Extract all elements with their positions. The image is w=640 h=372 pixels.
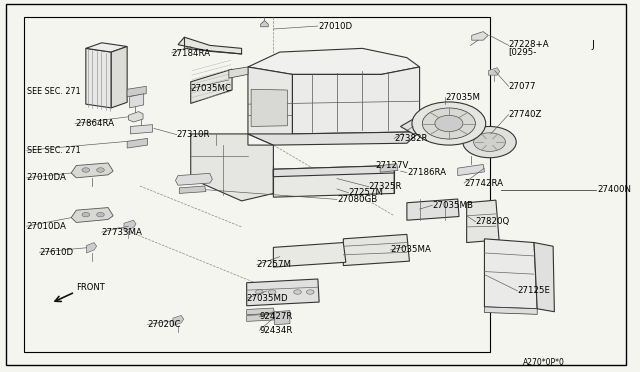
Text: 27035MD: 27035MD — [246, 294, 288, 303]
Polygon shape — [179, 186, 206, 193]
Polygon shape — [191, 134, 273, 201]
Polygon shape — [401, 115, 458, 134]
Text: 27035MA: 27035MA — [390, 246, 431, 254]
Text: 27610D: 27610D — [40, 248, 74, 257]
Polygon shape — [124, 220, 136, 231]
Polygon shape — [86, 243, 97, 253]
Text: 27820Q: 27820Q — [476, 217, 510, 226]
Polygon shape — [71, 163, 113, 178]
Polygon shape — [343, 234, 410, 266]
Text: 27325R: 27325R — [369, 182, 403, 191]
Polygon shape — [248, 48, 420, 74]
Text: 27010DA: 27010DA — [27, 173, 67, 182]
Text: 92427R: 92427R — [259, 312, 292, 321]
Text: A270*0P*0: A270*0P*0 — [523, 358, 564, 367]
Circle shape — [82, 212, 90, 217]
Polygon shape — [484, 239, 537, 309]
Polygon shape — [488, 68, 500, 75]
Text: 27035M: 27035M — [445, 93, 480, 102]
Circle shape — [435, 115, 463, 132]
Text: 27310R: 27310R — [177, 130, 211, 139]
Polygon shape — [248, 67, 292, 145]
Circle shape — [268, 290, 276, 294]
Circle shape — [412, 102, 486, 145]
Circle shape — [255, 290, 263, 294]
Polygon shape — [251, 89, 287, 126]
Polygon shape — [484, 307, 537, 314]
Polygon shape — [260, 20, 268, 27]
Text: 27740Z: 27740Z — [509, 110, 542, 119]
Circle shape — [463, 126, 516, 158]
Text: 27382R: 27382R — [394, 134, 428, 143]
Text: [0295-: [0295- — [509, 47, 537, 56]
Circle shape — [294, 290, 301, 294]
Polygon shape — [292, 67, 420, 134]
Polygon shape — [191, 69, 232, 103]
Polygon shape — [467, 200, 499, 243]
Text: 27080GB: 27080GB — [337, 195, 377, 204]
Polygon shape — [246, 308, 275, 315]
Polygon shape — [111, 46, 127, 108]
Text: SEE SEC. 271: SEE SEC. 271 — [27, 87, 81, 96]
Polygon shape — [248, 132, 420, 145]
Text: 27864RA: 27864RA — [75, 119, 114, 128]
Polygon shape — [273, 166, 394, 197]
Circle shape — [97, 168, 104, 172]
Polygon shape — [275, 311, 290, 325]
Text: 92434R: 92434R — [259, 326, 292, 335]
Polygon shape — [131, 125, 152, 134]
Polygon shape — [534, 243, 554, 312]
Circle shape — [307, 290, 314, 294]
Text: J: J — [591, 40, 594, 49]
Text: FRONT: FRONT — [76, 283, 105, 292]
Polygon shape — [173, 315, 184, 326]
Circle shape — [82, 168, 90, 172]
Circle shape — [474, 133, 506, 151]
Polygon shape — [229, 67, 248, 78]
Polygon shape — [71, 208, 113, 222]
Text: 27127V: 27127V — [375, 161, 408, 170]
Text: 27742RA: 27742RA — [464, 179, 503, 187]
Text: 27010D: 27010D — [318, 22, 352, 31]
Text: 27186RA: 27186RA — [407, 168, 446, 177]
Polygon shape — [127, 86, 146, 97]
Polygon shape — [127, 138, 147, 148]
Text: 27257M: 27257M — [348, 188, 383, 197]
Text: SEE SEC. 271: SEE SEC. 271 — [27, 146, 81, 155]
Polygon shape — [380, 164, 398, 172]
Polygon shape — [129, 112, 143, 122]
Polygon shape — [246, 314, 275, 321]
Polygon shape — [407, 199, 459, 220]
Text: 27010DA: 27010DA — [27, 222, 67, 231]
Text: 27077: 27077 — [509, 82, 536, 91]
Polygon shape — [458, 164, 484, 176]
Text: 27020C: 27020C — [147, 320, 181, 329]
Polygon shape — [246, 279, 319, 306]
Text: 27257M: 27257M — [257, 260, 292, 269]
Text: 27035MB: 27035MB — [432, 201, 474, 210]
Text: 27184RA: 27184RA — [172, 49, 211, 58]
Polygon shape — [130, 94, 144, 108]
Circle shape — [422, 108, 476, 139]
Text: 27400N: 27400N — [598, 185, 632, 194]
Text: 27125E: 27125E — [518, 286, 550, 295]
Text: 27035MC: 27035MC — [191, 84, 232, 93]
Polygon shape — [273, 243, 346, 267]
Polygon shape — [86, 43, 127, 52]
Text: 27733MA: 27733MA — [102, 228, 143, 237]
Polygon shape — [175, 173, 212, 185]
Polygon shape — [178, 37, 241, 54]
Text: 27228+A: 27228+A — [509, 40, 549, 49]
Polygon shape — [86, 48, 111, 108]
Polygon shape — [273, 166, 394, 177]
Polygon shape — [472, 32, 488, 40]
Circle shape — [97, 212, 104, 217]
